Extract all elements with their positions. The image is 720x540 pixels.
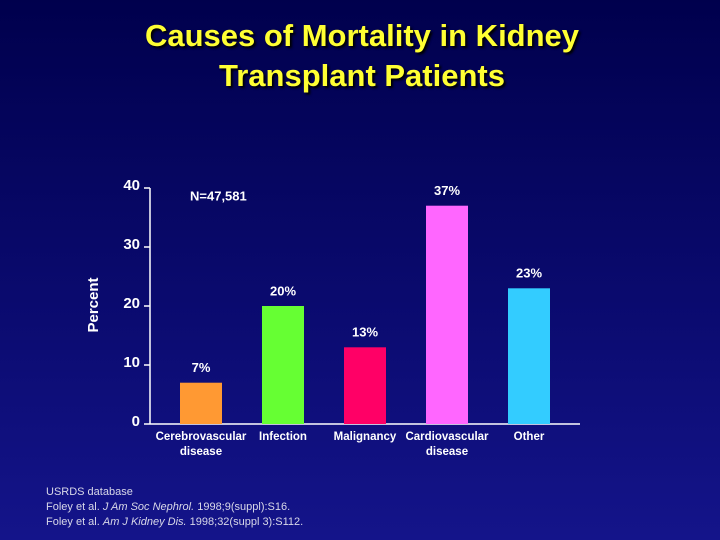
footnote-line: Foley et al. Am J Kidney Dis. 1998;32(su… [46,515,303,530]
bar [426,205,468,424]
footnote-text: USRDS database [46,486,133,498]
value-label: 13% [352,325,378,340]
footnote-text: Am J Kidney Dis. [102,516,187,528]
x-tick-label: Other [513,431,545,443]
x-tick-label: Malignancy [333,431,397,443]
y-tick-label: 40 [123,177,140,194]
y-tick-label: 10 [123,354,140,371]
slide-title: Causes of Mortality in Kidney Transplant… [144,18,580,93]
y-tick-label: 30 [123,236,140,253]
x-tick-label: Infection [259,431,307,443]
footnote-text: 1998;9(suppl):S16. [194,501,291,513]
footnote-line: Foley et al. J Am Soc Nephrol. 1998;9(su… [46,500,303,515]
annotation: N=47,581 [190,188,247,203]
x-tick-label: Cerebrovascular disease [155,431,247,458]
value-label: 37% [434,183,460,198]
value-label: 23% [516,266,542,281]
footnotes: USRDS database Foley et al. J Am Soc Neph… [46,485,303,530]
y-tick-label: 0 [132,413,140,430]
value-label: 7% [192,360,211,375]
y-axis-label: Percent [85,277,102,332]
footnote-text: Foley et al. [46,516,103,528]
footnote-text: 1998;32(suppl 3):S112. [186,516,304,528]
y-tick-label: 20 [123,295,140,312]
footnote-text: Foley et al. [46,501,103,513]
bar [262,306,304,424]
footnote-line: USRDS database [46,485,303,500]
bar [180,382,222,424]
bar [508,288,550,424]
x-tick-label: Cardiovascular disease [405,431,489,458]
bar [344,347,386,424]
footnote-text: J Am Soc Nephrol. [102,501,195,513]
value-label: 20% [270,283,296,298]
